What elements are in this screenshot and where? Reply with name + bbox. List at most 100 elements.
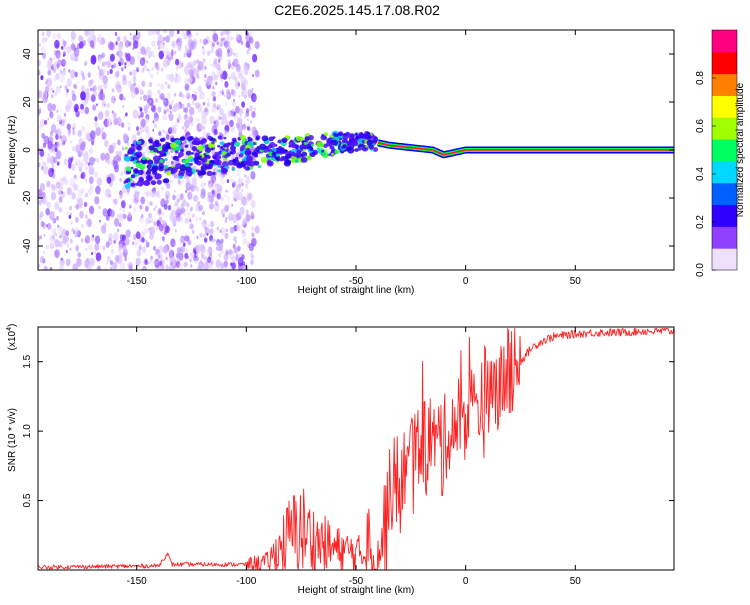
noise-speckle — [61, 228, 68, 238]
noise-speckle — [129, 71, 132, 76]
noise-speckle — [113, 98, 116, 101]
noise-speckle — [116, 154, 119, 158]
colorbar-segment — [712, 139, 737, 162]
noise-speckle — [171, 100, 174, 104]
band-speckle — [154, 173, 162, 180]
noise-speckle — [201, 221, 204, 225]
noise-speckle — [224, 81, 229, 88]
noise-speckle — [218, 253, 222, 258]
noise-speckle — [253, 107, 257, 112]
noise-speckle — [189, 208, 193, 212]
noise-speckle — [225, 120, 230, 126]
noise-speckle — [242, 261, 245, 265]
noise-speckle — [46, 157, 51, 164]
noise-speckle — [189, 106, 195, 116]
band-speckle — [366, 140, 373, 146]
noise-speckle — [94, 116, 98, 122]
noise-speckle — [251, 226, 255, 232]
noise-speckle — [254, 225, 260, 234]
noise-speckle — [166, 54, 170, 60]
noise-speckle — [117, 228, 120, 233]
noise-speckle — [190, 41, 195, 47]
noise-speckle — [44, 85, 50, 94]
band-speckle — [279, 157, 284, 162]
noise-speckle — [130, 89, 137, 99]
band-speckle — [373, 137, 379, 142]
noise-speckle — [101, 132, 107, 140]
noise-speckle — [104, 139, 109, 148]
noise-speckle — [89, 148, 93, 155]
noise-speckle — [177, 41, 181, 47]
noise-speckle — [122, 35, 128, 43]
noise-speckle — [181, 125, 185, 130]
noise-speckle — [75, 216, 79, 223]
noise-speckle — [149, 99, 152, 104]
noise-speckle — [74, 48, 80, 58]
noise-speckle — [192, 94, 197, 101]
band-speckle — [197, 155, 202, 160]
noise-speckle — [216, 240, 221, 246]
noise-speckle — [202, 51, 206, 56]
noise-speckle — [126, 161, 130, 168]
noise-speckle — [216, 63, 221, 71]
noise-speckle — [175, 215, 181, 222]
noise-speckle — [67, 157, 73, 165]
noise-speckle — [145, 118, 149, 123]
noise-speckle — [77, 189, 83, 199]
noise-speckle — [187, 102, 191, 108]
noise-speckle — [204, 108, 208, 113]
noise-speckle — [200, 110, 206, 119]
noise-speckle — [56, 216, 59, 221]
noise-speckle — [133, 194, 136, 199]
noise-speckle — [92, 234, 94, 238]
noise-speckle — [157, 34, 163, 44]
noise-speckle — [129, 36, 133, 40]
noise-speckle — [88, 176, 94, 185]
noise-speckle — [42, 142, 46, 148]
band-speckle — [164, 158, 168, 161]
noise-speckle — [209, 240, 212, 244]
noise-speckle — [219, 90, 223, 94]
noise-speckle — [140, 96, 143, 101]
noise-speckle — [46, 244, 49, 250]
noise-speckle — [238, 108, 244, 115]
noise-speckle — [66, 99, 73, 109]
noise-speckle — [173, 50, 177, 55]
noise-speckle — [87, 219, 92, 227]
noise-speckle — [244, 87, 249, 94]
noise-speckle — [220, 73, 224, 80]
noise-speckle — [50, 123, 57, 133]
band-speckle — [239, 147, 244, 152]
noise-speckle — [54, 142, 58, 148]
noise-speckle — [195, 102, 200, 109]
noise-speckle — [214, 238, 216, 242]
noise-speckle — [73, 47, 80, 57]
band-speckle — [191, 146, 198, 152]
colorbar-tick-label: 0.2 — [695, 215, 706, 229]
band-speckle — [124, 183, 131, 189]
noise-speckle — [84, 106, 90, 115]
noise-speckle — [54, 248, 60, 259]
noise-speckle — [55, 232, 57, 236]
noise-speckle — [81, 238, 84, 243]
noise-speckle — [97, 67, 100, 71]
noise-speckle — [76, 257, 82, 267]
band-speckle — [201, 138, 207, 144]
noise-speckle — [86, 257, 90, 263]
colorbar-segment — [712, 226, 737, 249]
noise-speckle — [178, 94, 181, 97]
noise-speckle — [180, 235, 186, 244]
band-speckle — [321, 151, 329, 158]
noise-speckle — [219, 108, 224, 116]
noise-speckle — [43, 135, 50, 145]
band-speckle — [217, 135, 223, 140]
noise-speckle — [147, 89, 153, 98]
noise-speckle — [153, 221, 157, 227]
x-tick-label: 0 — [463, 276, 469, 287]
noise-speckle — [75, 144, 81, 153]
noise-speckle — [143, 107, 146, 111]
noise-speckle — [95, 252, 102, 262]
noise-speckle — [245, 214, 251, 223]
band-speckle — [261, 135, 269, 142]
noise-speckle — [106, 103, 110, 109]
